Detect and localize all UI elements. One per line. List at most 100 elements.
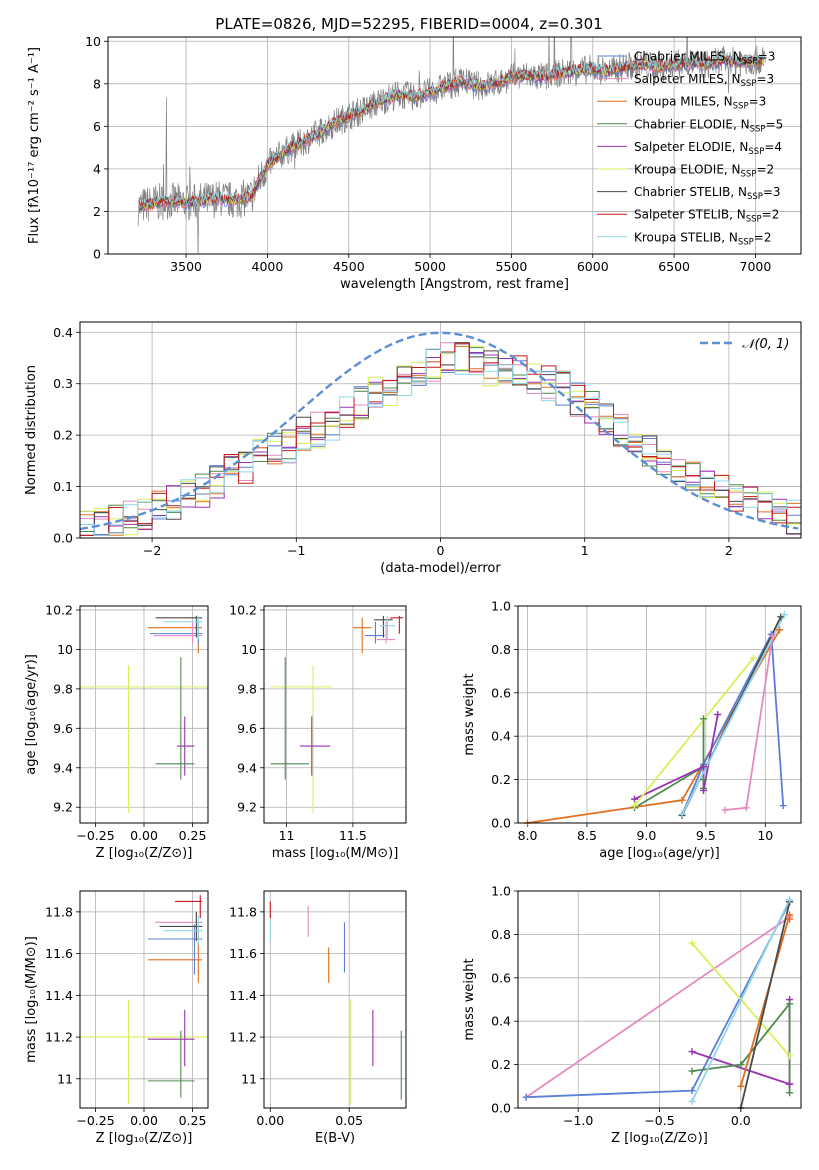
legend-suffix: =3 [758,50,776,64]
x-tick-label: 3500 [170,259,202,274]
legend-subscript: SSP [741,170,757,180]
x-axis-label: mass [log₁₀(M/M⊙)] [272,846,399,861]
weight-marker [688,1048,696,1056]
legend-suffix: =2 [762,208,780,222]
x-axis-label: Z [log₁₀(Z/Z⊙)] [611,1131,708,1146]
x-tick-label: 7000 [740,259,772,274]
legend-suffix: =3 [763,185,781,199]
y-tick-label: 10 [57,642,73,657]
weight-marker [786,896,794,904]
plot-area [518,891,801,1108]
y-tick-label: 2 [93,204,101,219]
legend-suffix: =3 [749,95,767,109]
weight-line-chabrier_stelib [739,901,791,1108]
x-tick-label: 0.25 [179,1113,207,1128]
weight-marker [688,1067,696,1075]
weight-marker [688,1097,696,1105]
histogram-kroupa_stelib [80,348,801,536]
x-tick-label: 4500 [333,259,365,274]
legend-entry: Salpeter MILES, NSSP=3 [634,72,774,89]
legend-text: Kroupa ELODIE, N [634,163,741,177]
y-tick-label: 10 [241,642,257,657]
weight-line-kroupa_miles [739,914,791,1087]
y-tick-label: 0.6 [491,685,511,700]
y-tick-label: 11.4 [229,988,257,1003]
x-tick-label: 9.5 [696,828,716,843]
y-tick-label: 0.0 [491,1101,511,1116]
legend-subscript: SSP [750,124,766,134]
weight-line-salpeter_miles [525,916,791,1098]
legend-text: Salpeter STELIB, N [634,208,746,222]
legend-entry: Salpeter STELIB, NSSP=2 [634,208,779,225]
x-axis-label: Z [log₁₀(Z/Z⊙)] [96,846,193,861]
weight-marker [779,802,787,810]
y-tick-label: 0 [93,247,101,262]
chart-title: PLATE=0826, MJD=52295, FIBERID=0004, z=0… [215,15,602,33]
weight-marker [714,711,722,718]
y-tick-label: 11.2 [45,1030,73,1045]
panel-residuals: −2 −1 0 1 2 0.0 0.1 0.2 0.3 0.4 (data-model)/error… [24,321,802,576]
legend-entry: Kroupa STELIB, NSSP=2 [634,230,772,247]
y-tick-label: 8 [93,76,101,91]
y-tick-label: 9.8 [237,681,257,696]
legend-entry: Kroupa ELODIE, NSSP=2 [634,163,774,180]
legend-subscript: SSP [738,237,754,247]
weight-line-kroupa_miles [527,629,781,823]
weight-marker [786,1052,794,1060]
x-tick-label: −1 [287,543,305,558]
y-axis-label: age [log₁₀(age/yr)] [24,654,39,775]
axes-frame [263,605,407,824]
weight-line-chabrier_elodie [691,1001,791,1093]
x-tick-label: 0.05 [335,1113,363,1128]
x-tick-label: 0 [437,543,445,558]
legend-entry: Chabrier ELODIE, NSSP=5 [634,117,783,134]
x-tick-label: 10 [757,828,773,843]
weight-marker [631,802,639,810]
weight-marker [699,763,707,771]
legend-entry: 𝒩(0, 1) [742,337,789,352]
y-tick-label: 9.4 [53,760,73,775]
weight-marker [688,1087,696,1095]
axes-frame [79,321,802,539]
x-axis-label: (data-model)/error [380,561,501,576]
legend-entry: Kroupa MILES, NSSP=3 [634,95,766,112]
legend-text: Kroupa STELIB, N [634,230,738,244]
x-tick-label: −0.25 [76,828,114,843]
y-axis-label: mass weight [462,958,477,1040]
weight-marker [688,939,696,947]
plot-area [518,606,801,823]
weight-marker [768,632,776,640]
legend-suffix: =2 [756,163,774,177]
x-tick-label: 6000 [577,259,609,274]
y-tick-label: 10.2 [45,602,73,617]
legend-subscript: SSP [748,147,764,157]
y-tick-label: 0.1 [53,479,73,494]
weight-marker [737,1082,745,1090]
legend-suffix: =4 [764,140,782,154]
panel-weight-vs-age: 8.0 8.5 9.0 9.5 10 0.0 0.2 0.4 0.6 0.8 1.0 age [log… [462,599,802,861]
y-tick-label: 0.6 [491,970,511,985]
legend-subscript: SSP [747,192,763,202]
x-tick-label: 4000 [252,259,284,274]
normal-curve [80,331,799,531]
weight-marker [786,1000,794,1008]
weight-marker [678,796,686,804]
axes-frame [517,890,802,1109]
x-tick-label: −2 [143,543,161,558]
y-tick-label: 11 [57,1071,73,1086]
weight-line-kroupa_stelib [691,899,791,1102]
y-tick-label: 11 [241,1071,257,1086]
y-axis-label: Normed distribution [24,365,39,495]
legend-suffix: =5 [766,117,784,131]
legend-subscript: SSP [742,57,758,67]
x-tick-label: 0.25 [179,828,207,843]
axes-frame [79,605,209,824]
weight-marker [786,1089,794,1097]
y-tick-label: 0.4 [491,1014,511,1029]
y-tick-label: 0.4 [53,325,73,340]
legend-subscript: SSP [741,79,757,89]
weight-marker [699,715,707,723]
x-tick-label: 1 [581,543,589,558]
plot-area [264,606,406,823]
panel-mass-vs-ebv: 0.00 0.05 11 11.2 11.4 11.6 11.8 E(B-V) [229,890,407,1146]
